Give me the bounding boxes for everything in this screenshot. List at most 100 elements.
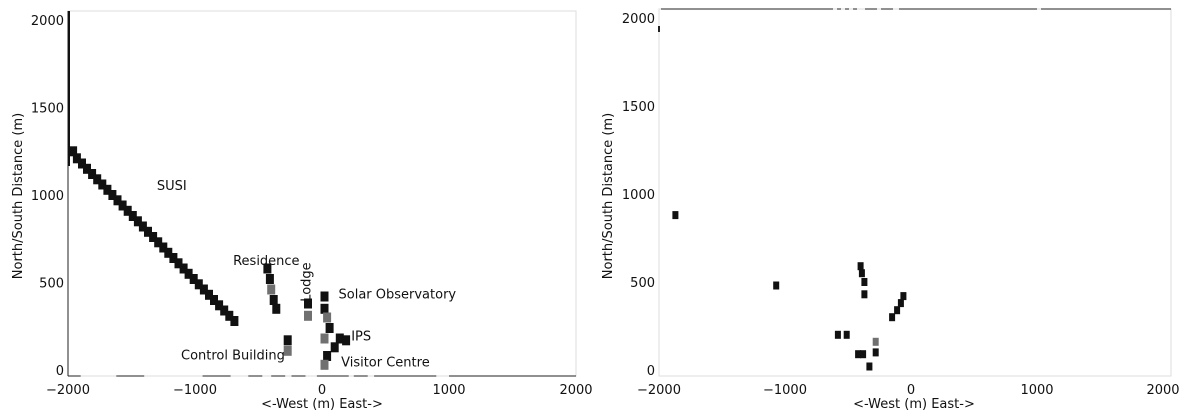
right-y-tick-label-2: 1000 xyxy=(622,188,655,203)
left-x-tick-label-2: 0 xyxy=(318,383,326,398)
left-heatmap-cell-9 xyxy=(113,195,122,206)
left-heatmap-cell-18 xyxy=(159,242,168,253)
right-x-tick-label-0: −2000 xyxy=(637,383,681,398)
right-heatmap-cell-2 xyxy=(834,330,841,339)
left-x-axis-title: <-West (m) East-> xyxy=(261,397,383,412)
left-x-tick-label-3: 1000 xyxy=(432,383,465,398)
right-corner-mark xyxy=(658,26,660,32)
left-heatmap-cell-19 xyxy=(164,247,173,258)
right-heatmap-cell-6 xyxy=(861,278,868,286)
left-heatmap-cell-23 xyxy=(184,268,193,279)
left-heatmap-cell-6 xyxy=(98,179,107,190)
right-plot-frame xyxy=(658,8,1172,377)
left-heatmap-cell-32 xyxy=(230,316,239,326)
left-heatmap-cell-3 xyxy=(83,163,91,174)
left-heatmap-cell-13 xyxy=(133,216,142,227)
left-heatmap-cell-15 xyxy=(144,226,152,237)
left-heatmap-cell-7 xyxy=(103,184,112,195)
left-heatmap-cell-14 xyxy=(138,221,147,232)
right-heatmap-cell-15 xyxy=(897,299,904,308)
right-y-tick-label-1: 500 xyxy=(630,276,655,291)
left-heatmap-cell-4 xyxy=(88,169,97,179)
left-heatmap-cell-16 xyxy=(149,232,158,242)
left-heatmap-cell-46 xyxy=(320,333,329,344)
left-x-tick-labels: −2000 −1000 0 1000 2000 xyxy=(46,383,593,398)
left-heatmap-cell-44 xyxy=(323,312,332,323)
left-heatmap-cell-27 xyxy=(205,289,213,300)
right-x-tick-labels: −2000 −1000 0 1000 2000 xyxy=(637,383,1180,398)
right-heatmap-cell-0 xyxy=(672,211,679,220)
right-y-tick-label-3: 1500 xyxy=(622,100,655,115)
left-heatmap-cell-47 xyxy=(335,333,344,344)
left-annotation-ips: IPS xyxy=(351,329,371,344)
left-y-tick-label-4: 2000 xyxy=(31,14,64,29)
left-heatmap-cell-26 xyxy=(199,284,208,295)
left-heatmap-cell-29 xyxy=(215,300,224,311)
left-heatmap-cell-33 xyxy=(263,263,272,274)
right-panel: −2000 −1000 0 1000 2000 0 500 1000 1500 2000 <-W… xyxy=(601,8,1180,412)
right-y-tick-labels: 0 500 1000 1500 2000 xyxy=(622,12,655,379)
left-heatmap-cell-12 xyxy=(128,211,137,221)
left-y-tick-label-0: 0 xyxy=(56,364,64,379)
left-x-tick-label-4: 2000 xyxy=(559,383,592,398)
left-heatmap-cell-28 xyxy=(210,295,218,305)
right-heatmap-cell-11 xyxy=(872,337,879,346)
right-heatmap-cell-8 xyxy=(855,350,862,359)
left-annotation-control-building: Control Building xyxy=(181,349,285,364)
right-heatmap-cells xyxy=(672,211,907,371)
right-y-axis-title: North/South Distance (m) xyxy=(601,113,616,279)
left-heatmap-cells xyxy=(69,146,351,370)
left-plot-frame xyxy=(67,10,577,377)
left-heatmap-cell-11 xyxy=(123,205,132,216)
left-heatmap-cell-45 xyxy=(325,323,334,333)
left-heatmap-cell-43 xyxy=(320,303,329,314)
left-heatmap-cell-50 xyxy=(323,351,332,361)
left-heatmap-cell-1 xyxy=(72,153,81,164)
left-annotation-solar-observatory: Solar Observatory xyxy=(339,287,457,302)
left-heatmap-cell-41 xyxy=(304,310,312,321)
left-annotation-susi: SUSI xyxy=(157,179,187,194)
left-y-tick-label-1: 500 xyxy=(39,277,64,292)
left-heatmap-cell-25 xyxy=(194,279,203,290)
right-y-tick-label-4: 2000 xyxy=(622,12,655,27)
right-heatmap-cell-9 xyxy=(860,350,867,359)
left-heatmap-cell-24 xyxy=(189,274,198,284)
left-heatmap-cell-8 xyxy=(108,190,117,200)
left-heatmap-cell-37 xyxy=(272,303,281,314)
right-heatmap-cell-7 xyxy=(861,290,868,299)
right-heatmap-cell-3 xyxy=(843,330,850,339)
right-heatmap-cell-10 xyxy=(866,362,873,371)
left-x-tick-label-1: −1000 xyxy=(173,383,217,398)
left-annotation-lodge: Lodge xyxy=(300,262,315,301)
right-heatmap-cell-14 xyxy=(894,306,901,315)
left-heatmap-cell-0 xyxy=(69,146,78,157)
left-heatmap-cell-2 xyxy=(78,158,86,169)
left-heatmap-cell-36 xyxy=(269,295,278,305)
left-panel: −2000 −1000 0 1000 2000 0 500 1000 1500 2000 SUS… xyxy=(11,10,593,412)
left-annotation-visitor-centre: Visitor Centre xyxy=(341,356,430,371)
right-x-tick-label-4: 2000 xyxy=(1146,383,1179,398)
left-heatmap-cell-31 xyxy=(225,310,234,321)
right-heatmap-cell-4 xyxy=(857,262,864,271)
left-x-tick-label-0: −2000 xyxy=(46,383,90,398)
right-heatmap-cell-1 xyxy=(773,281,780,290)
right-x-axis-title: <-West (m) East-> xyxy=(853,397,975,412)
left-heatmap-cell-30 xyxy=(220,305,229,316)
left-y-axis-title: North/South Distance (m) xyxy=(11,113,26,279)
left-y-tick-labels: 0 500 1000 1500 2000 xyxy=(31,14,64,379)
left-heatmap-cell-49 xyxy=(330,342,339,353)
right-heatmap-cell-13 xyxy=(889,313,896,322)
left-heatmap-cell-10 xyxy=(118,200,127,211)
right-heatmap-cell-5 xyxy=(858,269,865,278)
left-heatmap-cell-5 xyxy=(93,174,102,185)
right-heatmap-cell-12 xyxy=(872,348,879,357)
left-heatmap-cell-21 xyxy=(174,258,183,269)
left-annotation-residence: Residence xyxy=(233,254,299,269)
left-y-tick-label-2: 1000 xyxy=(31,189,64,204)
left-heatmap-cell-20 xyxy=(169,253,178,263)
left-heatmap-cell-39 xyxy=(283,345,292,356)
right-x-tick-label-2: 0 xyxy=(907,383,915,398)
left-heatmap-cell-42 xyxy=(320,291,329,302)
